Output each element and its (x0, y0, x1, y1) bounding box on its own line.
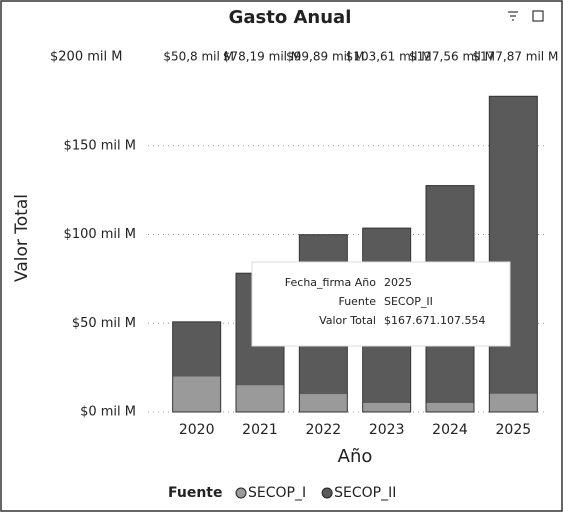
y-tick-label: $100 mil M (64, 227, 136, 242)
bar-segment (426, 403, 474, 412)
legend-swatch (235, 487, 247, 499)
tooltip: Fecha_firma Año 2025 Fuente SECOP_II Valor T… (251, 261, 511, 347)
tooltip-value: SECOP_II (384, 295, 433, 308)
legend-item[interactable]: SECOP_I (235, 485, 306, 501)
tooltip-value: 2025 (384, 276, 412, 289)
chart-title: Gasto Anual (229, 7, 352, 28)
total-label: $50,8 mil M (163, 50, 234, 64)
bar-segment (362, 403, 411, 412)
x-tick-label: 2023 (369, 422, 405, 438)
focus-icon[interactable] (532, 10, 544, 22)
legend-label: SECOP_II (334, 485, 396, 501)
filter-icon[interactable] (508, 11, 518, 21)
tooltip-key: Valor Total (319, 314, 376, 327)
legend: Fuente SECOP_I SECOP_II (168, 485, 396, 501)
total-label: $78,19 mil M (223, 50, 301, 64)
x-tick-label: 2025 (496, 422, 532, 438)
y-tick-label: $0 mil M (80, 405, 136, 420)
legend-item[interactable]: SECOP_II (321, 485, 396, 501)
bar-segment (236, 385, 284, 412)
x-axis-label: Año (338, 446, 373, 467)
bar-segment (489, 393, 538, 412)
bar-total-outline (172, 321, 222, 413)
bar-segment (172, 321, 221, 377)
y-axis-label: Valor Total (12, 194, 32, 282)
bar-segment (489, 96, 538, 394)
x-tick-label: 2024 (432, 422, 468, 438)
total-label: $127,56 mil M (409, 50, 495, 64)
tooltip-box (251, 261, 511, 347)
x-tick-label: 2020 (179, 422, 215, 438)
x-tick-label: 2022 (306, 422, 342, 438)
y-tick-label: $150 mil M (64, 138, 136, 153)
legend-title: Fuente (168, 485, 222, 501)
tooltip-key: Fuente (338, 295, 376, 308)
total-label: $103,61 mil M (346, 50, 432, 64)
total-label: $177,87 mil M (472, 50, 558, 64)
x-tick-label: 2021 (242, 422, 278, 438)
y-tick-label: $200 mil M (50, 50, 122, 65)
tooltip-key: Fecha_firma Año (285, 276, 376, 289)
tooltip-value: $167.671.107.554 (384, 314, 485, 327)
legend-swatch (321, 487, 333, 499)
bar-segment (299, 394, 348, 412)
bar-total-outline (488, 95, 538, 413)
legend-label: SECOP_I (248, 485, 306, 501)
y-tick-label: $50 mil M (72, 316, 136, 331)
total-label: $99,89 mil M (286, 50, 364, 64)
bar-segment (172, 376, 221, 412)
